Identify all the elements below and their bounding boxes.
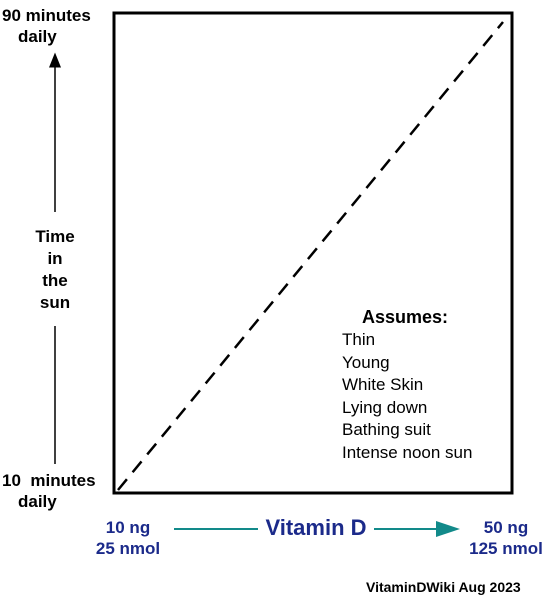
x-right-label-line2: 125 nmol bbox=[469, 539, 543, 558]
x-left-label: 10 ng 25 nmol bbox=[88, 517, 168, 559]
assumption-item: Lying down bbox=[342, 397, 428, 417]
assumption-item: Thin bbox=[342, 330, 376, 349]
footer-credit: VitaminDWiki Aug 2023 bbox=[366, 579, 521, 595]
assumption-item: White Skin bbox=[342, 375, 424, 394]
x-right-label-line1: 50 ng bbox=[483, 518, 529, 537]
assumption-item: Young bbox=[342, 352, 390, 372]
x-axis-title: Vitamin D bbox=[265, 515, 367, 540]
y-bottom-label-line1: 10 minutes bbox=[2, 471, 96, 490]
y-top-label-line1: 90 minutes bbox=[2, 6, 91, 25]
x-right-label: 50 ng 125 nmol bbox=[462, 517, 550, 559]
y-axis-title-line2: in bbox=[47, 249, 63, 268]
x-left-label-line1: 10 ng bbox=[105, 518, 151, 537]
y-axis-title: Time in the sun bbox=[22, 226, 88, 314]
assumption-item: Bathing suit bbox=[342, 420, 431, 439]
x-left-label-line2: 25 nmol bbox=[95, 539, 161, 558]
y-axis-title-line3: the bbox=[42, 271, 68, 290]
y-axis-title-line4: sun bbox=[39, 293, 71, 312]
y-axis-title-line1: Time bbox=[35, 227, 75, 246]
y-top-label: 90 minutes daily bbox=[2, 5, 106, 47]
plot-frame bbox=[112, 11, 514, 495]
assumption-item: Intense noon sun bbox=[342, 442, 473, 462]
y-bottom-label: 10 minutes daily bbox=[2, 470, 106, 512]
y-top-label-line2: daily bbox=[18, 27, 57, 46]
series-line-0 bbox=[117, 21, 504, 491]
assumptions-title: Assumes: bbox=[362, 307, 449, 327]
y-bottom-label-line2: daily bbox=[18, 492, 57, 511]
assumptions-box: Assumes: Thin Young White Skin Lying dow… bbox=[342, 306, 502, 464]
